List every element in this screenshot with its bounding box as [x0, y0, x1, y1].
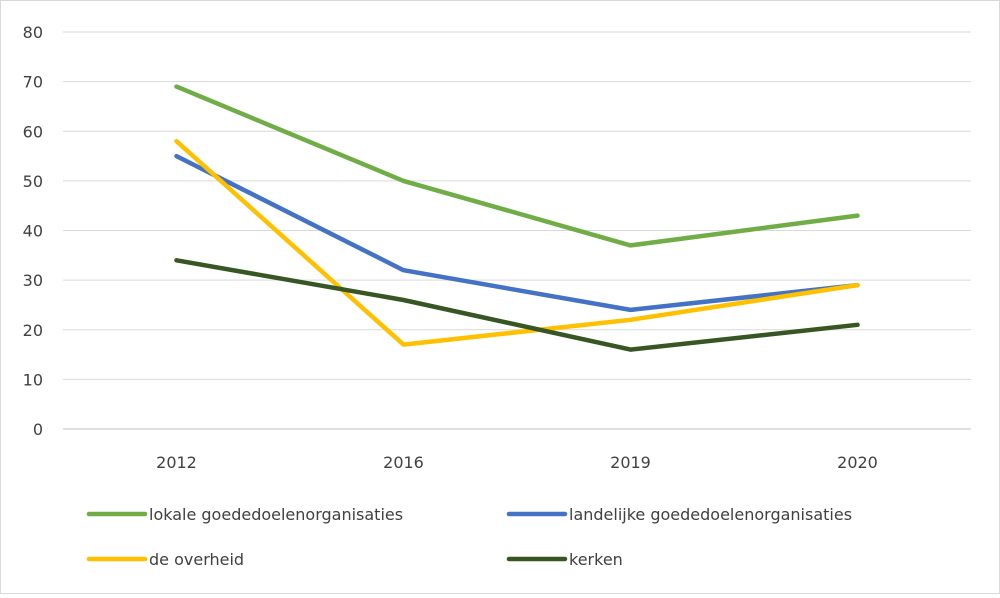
series-line-2	[174, 138, 860, 347]
y-tick-label: 40	[23, 222, 43, 241]
legend-label: de overheid	[149, 550, 244, 569]
y-tick-label: 10	[23, 370, 43, 389]
legend-label: kerken	[569, 550, 623, 569]
legend-item: lokale goededoelenorganisaties	[86, 505, 403, 524]
series-line-1	[174, 153, 860, 313]
x-tick-label: 2020	[837, 453, 878, 472]
gridlines	[63, 31, 971, 430]
legend: lokale goededoelenorganisaties landelijke…	[86, 505, 852, 569]
y-tick-label: 60	[23, 122, 43, 141]
y-tick-label: 50	[23, 172, 43, 191]
x-tick-label: 2016	[383, 453, 424, 472]
legend-item: kerken	[506, 550, 623, 569]
y-tick-label: 70	[23, 73, 43, 92]
legend-label: lokale goededoelenorganisaties	[149, 505, 403, 524]
y-tick-label: 20	[23, 321, 43, 340]
legend-label: landelijke goededoelenorganisaties	[569, 505, 852, 524]
legend-item: de overheid	[86, 550, 244, 569]
series-lines	[174, 84, 860, 352]
y-tick-label: 30	[23, 271, 43, 290]
y-axis-ticks: 0 10 20 30 40 50 60 70 80	[23, 23, 43, 439]
x-axis-ticks: 2012 2016 2019 2020	[156, 453, 878, 472]
x-tick-label: 2012	[156, 453, 197, 472]
y-tick-label: 0	[33, 420, 43, 439]
series-line-3	[174, 258, 860, 352]
x-tick-label: 2019	[610, 453, 651, 472]
legend-item: landelijke goededoelenorganisaties	[506, 505, 852, 524]
series-line-0	[174, 84, 860, 248]
y-tick-label: 80	[23, 23, 43, 42]
